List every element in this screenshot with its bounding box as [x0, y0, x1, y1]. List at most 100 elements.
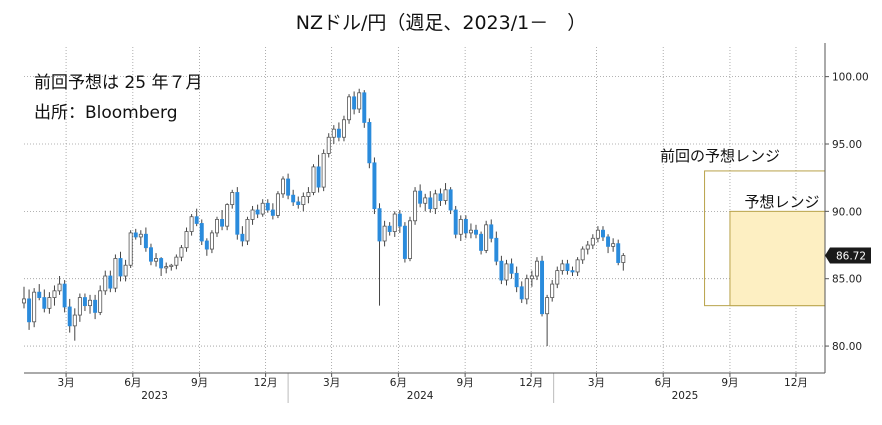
grid-layer: [24, 47, 825, 373]
candle-body: [220, 219, 225, 227]
x-tick-label: 9月: [191, 377, 208, 389]
x-tick-label: 6月: [655, 377, 672, 389]
candle-body: [534, 260, 539, 277]
candle-body: [336, 128, 341, 138]
candle-body: [555, 270, 560, 285]
candle-body: [595, 229, 600, 239]
forecast-range-label: 予想レンジ: [744, 193, 819, 211]
candle-body: [413, 190, 418, 222]
y-tick-label: 95.00: [832, 139, 862, 151]
candle-body: [204, 240, 209, 250]
candle-body: [281, 178, 285, 195]
candle-body: [169, 264, 174, 267]
candle-body: [42, 297, 47, 309]
candle-body: [235, 192, 240, 235]
candle-body: [62, 283, 67, 308]
candle-body: [484, 224, 489, 251]
candle-body: [519, 286, 524, 300]
chart-title: NZドル/円（週足、2023/1－ ）: [295, 12, 587, 34]
candle-body: [32, 291, 37, 323]
candle-body: [621, 255, 626, 263]
last-price-badge: [825, 247, 871, 264]
candle-body: [448, 189, 453, 211]
candle-body: [189, 216, 194, 232]
candle-body: [550, 283, 555, 298]
candle-body: [47, 297, 52, 309]
candle-body: [423, 197, 428, 204]
candle-body: [585, 244, 590, 250]
candle-body: [458, 219, 463, 235]
candle-body: [316, 166, 321, 188]
candle-body: [326, 136, 331, 154]
candle-body: [240, 233, 245, 242]
candle-body: [438, 193, 443, 201]
x-tick-label: 3月: [323, 377, 340, 389]
candle-body: [260, 202, 265, 215]
candle-body: [215, 219, 219, 234]
candle-body: [601, 229, 605, 238]
candle-body: [540, 260, 545, 315]
x-tick-label: 6月: [390, 377, 407, 389]
candle-body: [250, 209, 255, 220]
candle-body: [209, 232, 214, 250]
candle-body: [463, 219, 468, 234]
candle-body: [143, 233, 148, 249]
candle-body: [524, 278, 529, 300]
candle-body: [377, 208, 382, 242]
candle-body: [341, 119, 346, 138]
candle-body: [108, 275, 113, 289]
source-note: 出所：Bloomberg: [34, 103, 178, 123]
candle-body: [479, 233, 484, 251]
candle-body: [77, 297, 82, 316]
candle-body: [504, 263, 509, 281]
x-tick-label: 9月: [721, 377, 738, 389]
candle-body: [199, 223, 204, 242]
y-tick-label: 85.00: [832, 274, 862, 286]
y-tick-label: 100.00: [832, 72, 869, 84]
candle-body: [387, 225, 392, 232]
candle-body: [52, 290, 57, 298]
candle-body: [529, 275, 534, 280]
candle-body: [22, 298, 26, 304]
candle-body: [296, 201, 301, 206]
candle-body: [575, 259, 580, 273]
x-tick-label: 3月: [588, 377, 605, 389]
x-tick-label: 9月: [457, 377, 474, 389]
candle-body: [159, 258, 164, 269]
candle-body: [514, 272, 519, 288]
candle-body: [362, 92, 367, 123]
candle-body: [565, 263, 570, 272]
candle-body: [93, 299, 98, 313]
candle-body: [103, 275, 108, 292]
candle-body: [88, 299, 92, 307]
candle-body: [397, 213, 402, 227]
candle-body: [499, 260, 504, 281]
candle-body: [98, 290, 103, 313]
candle-body: [606, 236, 611, 247]
axis-layer: 80.00 85.00 90.00 95.00 100.00 3月 6月 9月 12月 3月 6月 9…: [24, 43, 871, 403]
candle-body: [164, 266, 169, 269]
candle-body: [57, 283, 62, 292]
y-tick-label: 90.00: [832, 206, 862, 218]
year-label: 2023: [141, 390, 168, 402]
year-label: 2025: [672, 390, 699, 402]
candle-body: [408, 220, 412, 259]
candle-body: [128, 232, 133, 266]
x-tick-label: 12月: [519, 377, 543, 389]
x-tick-label: 3月: [57, 377, 74, 389]
candle-body: [179, 247, 184, 258]
candle-body: [474, 229, 478, 235]
candle-body: [225, 204, 230, 227]
candle-body: [286, 178, 291, 196]
candle-body: [245, 219, 250, 242]
candle-body: [148, 247, 153, 262]
candle-body: [67, 306, 72, 327]
candle-body: [301, 196, 306, 206]
previous-forecast-range-label: 前回の予想レンジ: [660, 147, 780, 165]
candle-body: [611, 243, 616, 247]
candle-body: [123, 264, 128, 277]
candle-body: [590, 237, 595, 246]
candle-body: [357, 92, 362, 110]
candle-body: [113, 258, 118, 289]
